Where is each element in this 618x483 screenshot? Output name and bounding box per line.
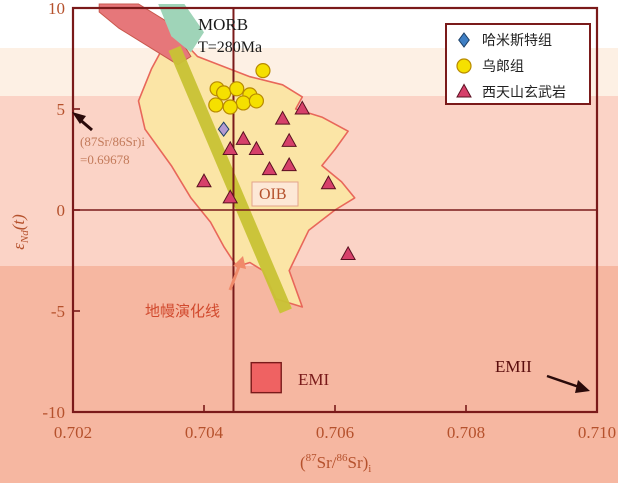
x-tick-label: 0.704 (185, 423, 224, 442)
data-point-circle (229, 81, 245, 97)
oib-label-box (251, 181, 299, 207)
data-point-circle (222, 99, 238, 115)
emi-label: EMI (298, 370, 330, 389)
data-point-triangle (281, 156, 297, 172)
data-point-triangle (235, 130, 252, 145)
data-point-circle (248, 93, 264, 109)
morb-field-inner (158, 4, 204, 53)
legend-marker-circle (456, 58, 472, 74)
data-point-triangle (340, 245, 356, 260)
band-3 (0, 266, 618, 483)
text-layer: MORB T=280Ma OIB 地幔演化线 EMI EMII (87Sr/86… (9, 15, 532, 475)
y-tick-label: -5 (51, 302, 65, 321)
y-tick-label: 0 (57, 201, 66, 220)
mantle-line-label: 地幔演化线 (145, 302, 220, 320)
y-axis-title: εNd(t) (9, 214, 31, 250)
x-tick-label: 0.702 (54, 423, 92, 442)
legend-marker-triangle (456, 83, 472, 98)
data-point-triangle (281, 132, 297, 147)
data-point-triangle (222, 140, 239, 155)
sr-note-arrow-head (72, 112, 86, 124)
legend-label: 乌郎组 (482, 59, 524, 75)
data-point-triangle (320, 175, 337, 190)
sr-note-line1: (87Sr/86Sr)i (80, 134, 145, 149)
data-point-triangle (248, 140, 265, 155)
mantle-arrow-shaft (228, 263, 242, 291)
oib-label: OIB (259, 186, 287, 203)
marks-layer (72, 63, 590, 394)
emii-arrow-shaft (546, 374, 583, 390)
y-tick-label: 10 (48, 0, 65, 18)
data-point-circle (208, 97, 224, 113)
emii-label: EMII (495, 357, 532, 376)
x-axis-title: (87Sr/86Sr)i (300, 452, 371, 475)
data-point-circle (216, 85, 232, 101)
data-point-triangle (294, 100, 311, 115)
data-point-triangle (261, 161, 278, 176)
data-point-diamond (217, 121, 230, 138)
emii-arrow-head (575, 380, 590, 393)
emi-box (250, 361, 282, 394)
data-point-triangle (274, 110, 291, 125)
x-tick-label: 0.710 (578, 423, 616, 442)
legend-marker-diamond (458, 32, 470, 48)
plot-layer: 0.702 0.704 0.706 0.708 0.710 10 5 0 -5 -10 (42, 0, 616, 442)
data-point-triangle (222, 189, 239, 204)
data-point-triangle (196, 173, 212, 188)
mantle-evolution-line (168, 45, 292, 314)
legend-label: 哈米斯特组 (482, 33, 552, 49)
age-label: T=280Ma (198, 39, 262, 56)
x-tick-label: 0.706 (316, 423, 354, 442)
x-tick-label: 0.708 (447, 423, 485, 442)
legend-label: 西天山玄武岩 (482, 84, 566, 101)
data-point-circle (255, 63, 271, 79)
y-tick-label: -10 (42, 403, 65, 422)
morb-label: MORB (198, 15, 248, 34)
mantle-arrow-head (233, 256, 246, 269)
y-tick-label: 5 (57, 100, 66, 119)
sr-note-line2: =0.69678 (80, 152, 130, 167)
data-point-circle (235, 95, 251, 111)
